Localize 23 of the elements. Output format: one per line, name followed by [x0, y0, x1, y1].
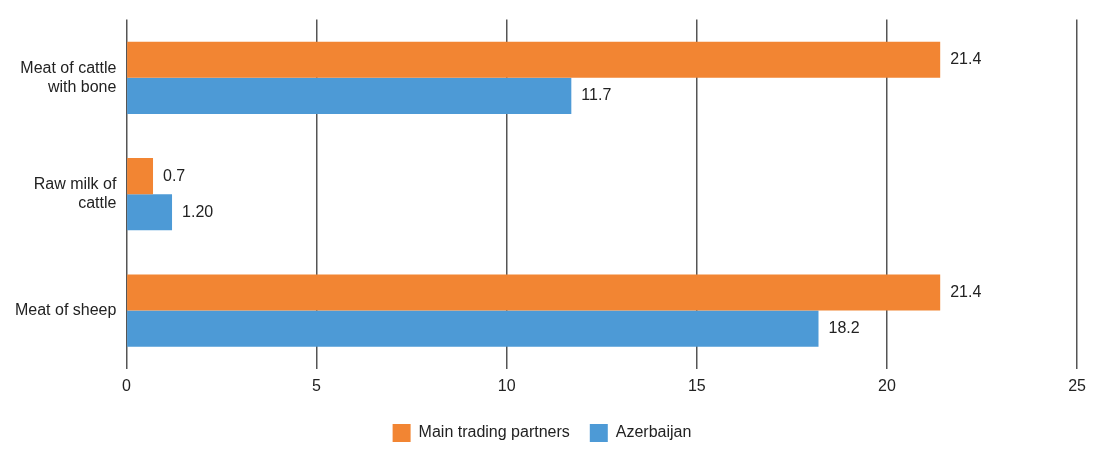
- data-label: 11.7: [581, 86, 612, 104]
- legend-label: Azerbaijan: [615, 423, 692, 441]
- data-label: 18.2: [828, 319, 860, 337]
- data-label: 1.20: [182, 202, 214, 220]
- bar: [127, 194, 173, 231]
- data-label: 21.4: [950, 50, 982, 68]
- data-label: 0.7: [163, 166, 186, 184]
- x-tick-label: 15: [687, 376, 706, 394]
- bar: [127, 310, 819, 347]
- x-tick-label: 0: [121, 376, 131, 394]
- x-tick-label: 20: [878, 376, 896, 394]
- bar: [127, 158, 154, 195]
- y-tick-label: Meat of sheep: [14, 301, 117, 319]
- bar: [127, 41, 941, 78]
- legend-label: Main trading partners: [418, 423, 570, 441]
- x-tick-label: 10: [497, 376, 516, 394]
- y-tick-label: Raw milk of cattle: [33, 175, 117, 212]
- data-label: 21.4: [950, 282, 982, 300]
- x-tick-label: 5: [312, 376, 322, 394]
- y-tick-label: Meat of cattle with bone: [20, 58, 117, 95]
- bar: [127, 274, 941, 311]
- bar: [127, 77, 572, 114]
- x-tick-label: 25: [1068, 376, 1087, 394]
